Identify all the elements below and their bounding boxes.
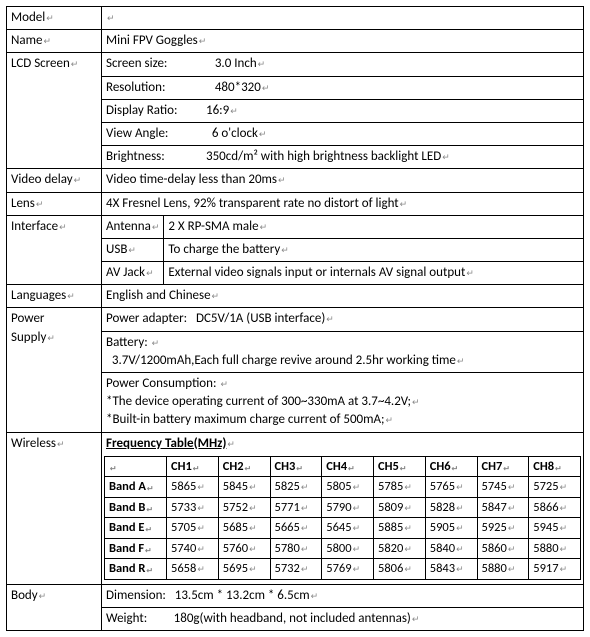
freq-title: Frequency Table(MHz) [106, 436, 226, 451]
wireless-cell: Frequency Table(MHz) ↵ ↵CH1↵CH2↵CH3↵CH4↵C… [102, 432, 584, 584]
label-wireless: Wireless↵ [7, 432, 102, 584]
label-video-delay: Video delay↵ [7, 169, 102, 192]
lcd-ratio: Display Ratio:16:9↵ [102, 99, 584, 122]
freq-cell: 5845↵ [218, 477, 270, 498]
freq-cell: 5865↵ [167, 477, 219, 498]
body-weight: Weight: 180g(with headband, not included… [102, 607, 584, 630]
lcd-resolution: Resolution: 480*320↵ [102, 76, 584, 99]
freq-cell: 5705↵ [167, 518, 219, 539]
lcd-brightness: Brightness:350cd/m² with high brightness… [102, 146, 584, 169]
freq-cell: 5805↵ [322, 477, 374, 498]
freq-cell: 5866↵ [529, 497, 581, 518]
freq-cell: 5820↵ [374, 538, 426, 559]
label-languages: Languages↵ [7, 285, 102, 308]
power-adapter: Power adapter: DC5V/1A (USB interface)↵ [102, 308, 584, 331]
freq-band-label: Band B↵ [105, 497, 167, 518]
freq-cell: 5945↵ [529, 518, 581, 539]
freq-cell: 5905↵ [425, 518, 477, 539]
freq-cell: 5760↵ [218, 538, 270, 559]
freq-cell: 5860↵ [477, 538, 529, 559]
interface-antenna-k: Antenna↵ [102, 215, 164, 238]
freq-cell: 5769↵ [322, 559, 374, 580]
freq-cell: 5665↵ [270, 518, 322, 539]
freq-cell: 5925↵ [477, 518, 529, 539]
freq-cell: 5917↵ [529, 559, 581, 580]
value-lens: 4X Fresnel Lens, 92% transparent rate no… [102, 192, 584, 215]
freq-row: Band F↵5740↵5760↵5780↵5800↵5820↵5840↵586… [105, 538, 581, 559]
body-dimension: Dimension: 13.5cm * 13.2cm * 6.5cm↵ [102, 584, 584, 607]
freq-row: Band A↵5865↵5845↵5825↵5805↵5785↵5765↵574… [105, 477, 581, 498]
freq-cell: 5790↵ [322, 497, 374, 518]
freq-cell: 5885↵ [374, 518, 426, 539]
freq-band-label: Band A↵ [105, 477, 167, 498]
freq-col-ch5: CH5↵ [374, 456, 426, 477]
label-body: Body↵ [7, 584, 102, 630]
freq-cell: 5725↵ [529, 477, 581, 498]
freq-cell: 5806↵ [374, 559, 426, 580]
interface-antenna-v: 2 X RP-SMA male↵ [164, 215, 584, 238]
interface-usb-k: USB↵ [102, 238, 164, 261]
value-languages: English and Chinese↵ [102, 285, 584, 308]
freq-cell: 5825↵ [270, 477, 322, 498]
power-consumption: Power Consumption: ↵ *The device operati… [102, 373, 584, 433]
freq-cell: 5733↵ [167, 497, 219, 518]
freq-cell: 5847↵ [477, 497, 529, 518]
freq-cell: 5658↵ [167, 559, 219, 580]
freq-col-ch2: CH2↵ [218, 456, 270, 477]
freq-cell: 5695↵ [218, 559, 270, 580]
freq-cell: 5840↵ [425, 538, 477, 559]
power-battery: Battery: ↵ 3.7V/1200mAh,Each full charge… [102, 331, 584, 372]
frequency-table: ↵CH1↵CH2↵CH3↵CH4↵CH5↵CH6↵CH7↵CH8↵ Band A… [104, 456, 581, 580]
freq-col-ch7: CH7↵ [477, 456, 529, 477]
freq-col-ch1: CH1↵ [167, 456, 219, 477]
interface-avjack-k: AV Jack↵ [102, 262, 164, 285]
freq-cell: 5880↵ [529, 538, 581, 559]
freq-cell: 5645↵ [322, 518, 374, 539]
freq-band-label: Band E↵ [105, 518, 167, 539]
spec-table: Model↵ ↵ Name↵ Mini FPV Goggles↵ LCD Scr… [6, 6, 584, 631]
value-name: Mini FPV Goggles↵ [102, 30, 584, 53]
freq-cell: 5800↵ [322, 538, 374, 559]
label-model: Model↵ [7, 7, 102, 30]
lcd-view-angle: View Angle: 6 o'clock↵ [102, 122, 584, 145]
freq-band-label: Band R↵ [105, 559, 167, 580]
freq-col-ch3: CH3↵ [270, 456, 322, 477]
label-lcd: LCD Screen↵ [7, 53, 102, 169]
freq-cell: 5745↵ [477, 477, 529, 498]
label-name: Name↵ [7, 30, 102, 53]
freq-cell: 5809↵ [374, 497, 426, 518]
freq-corner: ↵ [105, 456, 167, 477]
freq-cell: 5828↵ [425, 497, 477, 518]
freq-cell: 5732↵ [270, 559, 322, 580]
freq-cell: 5785↵ [374, 477, 426, 498]
freq-cell: 5843↵ [425, 559, 477, 580]
freq-row: Band B↵5733↵5752↵5771↵5790↵5809↵5828↵584… [105, 497, 581, 518]
freq-col-ch4: CH4↵ [322, 456, 374, 477]
freq-band-label: Band F↵ [105, 538, 167, 559]
label-lens: Lens↵ [7, 192, 102, 215]
value-model: ↵ [102, 7, 584, 30]
lcd-screen-size: Screen size: 3.0 Inch↵ [102, 53, 584, 76]
freq-col-ch6: CH6↵ [425, 456, 477, 477]
label-power: PowerSupply↵ [7, 308, 102, 432]
freq-cell: 5880↵ [477, 559, 529, 580]
freq-cell: 5752↵ [218, 497, 270, 518]
freq-cell: 5740↵ [167, 538, 219, 559]
freq-cell: 5685↵ [218, 518, 270, 539]
freq-row: Band R↵5658↵5695↵5732↵5769↵5806↵5843↵588… [105, 559, 581, 580]
interface-usb-v: To charge the battery↵ [164, 238, 584, 261]
interface-avjack-v: External video signals input or internal… [164, 262, 584, 285]
value-video-delay: Video time-delay less than 20ms↵ [102, 169, 584, 192]
freq-cell: 5765↵ [425, 477, 477, 498]
freq-cell: 5771↵ [270, 497, 322, 518]
freq-cell: 5780↵ [270, 538, 322, 559]
freq-col-ch8: CH8↵ [529, 456, 581, 477]
freq-row: Band E↵5705↵5685↵5665↵5645↵5885↵5905↵592… [105, 518, 581, 539]
label-interface: Interface↵ [7, 215, 102, 285]
